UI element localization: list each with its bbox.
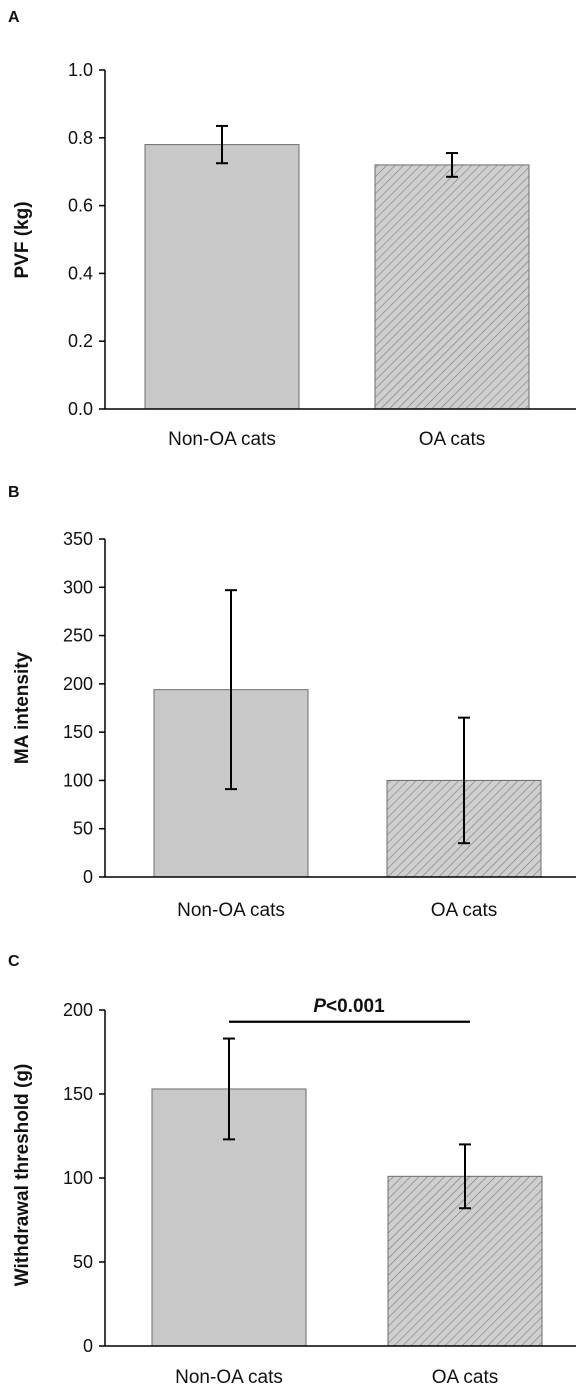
significance-annotation: P<0.001: [229, 996, 470, 1023]
y-tick-label: 150: [63, 722, 93, 742]
panel-letter-a: A: [8, 9, 20, 26]
p-value: <0.001: [326, 996, 385, 1017]
p-symbol: P: [313, 996, 326, 1017]
error-bar-b-1: [225, 589, 237, 791]
panel-letter-b: B: [8, 484, 20, 501]
y-tick-label: 0.0: [68, 399, 93, 419]
axes-a: [104, 70, 576, 410]
x-labels-c: Non-OA cats OA cats: [175, 1367, 498, 1388]
bars-c: [151, 1088, 543, 1347]
error-bars-c: [223, 1037, 471, 1210]
y-tick-label: 50: [73, 1252, 93, 1272]
x-category-label: OA cats: [419, 429, 486, 450]
y-tick-label: 0: [83, 1336, 93, 1356]
y-tick-label: 350: [63, 529, 93, 549]
y-axis-title-a: PVF (kg): [12, 201, 33, 278]
x-category-label: Non-OA cats: [177, 900, 285, 921]
y-tick-label: 0.8: [68, 128, 93, 148]
x-labels-b: Non-OA cats OA cats: [177, 900, 497, 921]
error-bar-b-2: [458, 716, 470, 845]
error-bar-a-1: [216, 124, 228, 165]
error-bar-c-2: [459, 1143, 471, 1210]
error-bars-b: [225, 589, 470, 845]
y-tick-label: 200: [63, 674, 93, 694]
error-bar-a-2: [446, 152, 458, 178]
bars-b: [153, 689, 542, 878]
x-labels-a: Non-OA cats OA cats: [168, 429, 485, 450]
y-tick-label: 0: [83, 867, 93, 887]
y-tick-label: 100: [63, 1168, 93, 1188]
axes-b: [104, 539, 576, 878]
y-tick-label: 250: [63, 626, 93, 646]
panel-letter-c: C: [8, 953, 20, 970]
y-tick-label: 150: [63, 1084, 93, 1104]
y-tick-label: 0.4: [68, 263, 93, 283]
error-bar-c-1: [223, 1037, 235, 1141]
panel-a: A PVF (kg) 0.0 0.2 0.4 0.6 0.8 1.0 Non-OA cat…: [8, 9, 576, 450]
y-tick-label: 100: [63, 770, 93, 790]
bar-a-2: [374, 164, 530, 410]
y-tick-label: 0.2: [68, 331, 93, 351]
bar-a-1: [144, 144, 300, 410]
x-category-label: Non-OA cats: [175, 1367, 283, 1388]
bars-a: [144, 144, 530, 410]
panel-b: B MA intensity 0 50 100 150 200 250 300 350 Non…: [8, 484, 576, 921]
p-value-label: P<0.001: [313, 996, 385, 1017]
y-axis-title-b: MA intensity: [12, 651, 33, 764]
y-tick-label: 300: [63, 577, 93, 597]
y-tick-label: 50: [73, 819, 93, 839]
x-category-label: OA cats: [432, 1367, 499, 1388]
panel-c: C Withdrawal threshold (g) 050100150200 …: [8, 953, 576, 1388]
y-ticks-a: 0.0 0.2 0.4 0.6 0.8 1.0: [68, 60, 105, 419]
error-bars-a: [216, 124, 458, 178]
y-ticks-c: 0 50 100 150 200: [63, 1000, 105, 1356]
y-tick-label: 1.0: [68, 60, 93, 80]
x-category-label: OA cats: [431, 900, 498, 921]
y-ticks-b: 0 50 100 150 200 250 300 350: [63, 529, 105, 887]
y-axis-title-c: Withdrawal threshold (g): [12, 1064, 33, 1287]
x-category-label: Non-OA cats: [168, 429, 276, 450]
y-tick-label: 0.6: [68, 196, 93, 216]
y-tick-label: 200: [63, 1000, 93, 1020]
